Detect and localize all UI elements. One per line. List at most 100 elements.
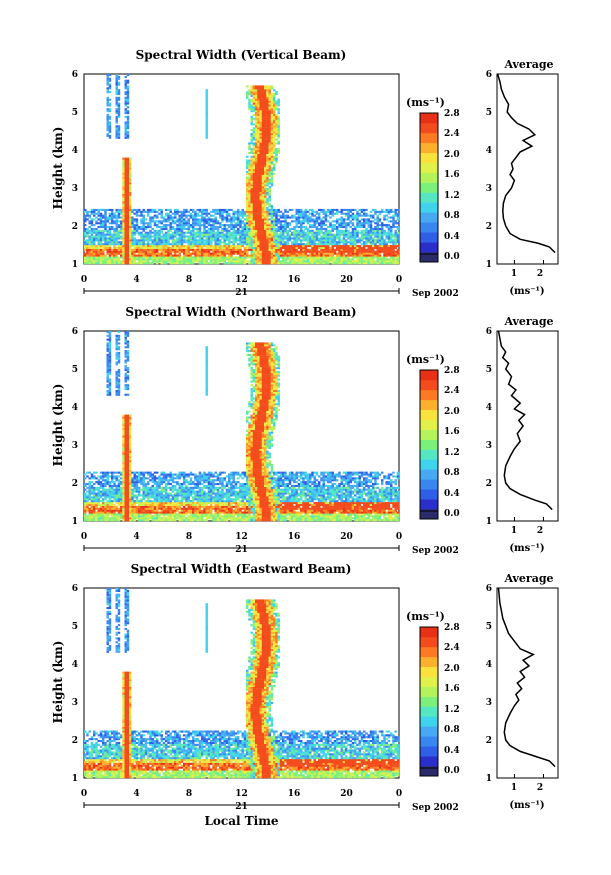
- heatmap-cell: [108, 367, 112, 370]
- heatmap-cell: [122, 216, 125, 219]
- heatmap-cell: [117, 77, 121, 80]
- heatmap-plot-area: [83, 73, 400, 265]
- heatmap-cell: [90, 258, 94, 261]
- heatmap-cell: [180, 229, 184, 232]
- heatmap-cell: [228, 229, 231, 232]
- heatmap-cell: [212, 208, 215, 211]
- heatmap-cell: [205, 117, 208, 120]
- heatmap-cell: [329, 241, 332, 244]
- heatmap-cell: [273, 94, 276, 97]
- heatmap-cell: [210, 229, 213, 232]
- heatmap-cell: [135, 220, 139, 223]
- heatmap-cell: [313, 235, 316, 238]
- heatmap-cell: [356, 245, 359, 248]
- heatmap-cell: [358, 239, 361, 242]
- heatmap-cell: [144, 252, 148, 255]
- heatmap-cell: [246, 243, 249, 246]
- heatmap-cell: [111, 479, 114, 482]
- heatmap-cell: [318, 208, 321, 211]
- heatmap-cell: [201, 216, 204, 219]
- x-tick-label: 0: [81, 275, 87, 285]
- heatmap-cell: [255, 123, 258, 126]
- heatmap-cell: [108, 108, 112, 111]
- heatmap-cell: [329, 256, 332, 259]
- heatmap-cell: [387, 233, 391, 236]
- heatmap-cell: [270, 178, 274, 181]
- heatmap-cell: [250, 188, 253, 191]
- heatmap-cell: [257, 224, 260, 227]
- heatmap-cell: [126, 165, 130, 168]
- heatmap-cell: [313, 237, 316, 240]
- heatmap-cell: [93, 246, 96, 249]
- heatmap-cell: [108, 380, 112, 383]
- heatmap-cell: [270, 248, 274, 251]
- heatmap-cell: [115, 132, 118, 135]
- heatmap-cell: [149, 218, 152, 221]
- heatmap-cell: [165, 250, 168, 253]
- heatmap-cell: [381, 245, 384, 248]
- y-axis-ticks: 1 2 3 4 5 6: [72, 70, 78, 270]
- heatmap-cell: [311, 245, 314, 248]
- heatmap-cell: [88, 254, 91, 257]
- heatmap-cell: [358, 220, 361, 223]
- heatmap-cell: [189, 258, 193, 261]
- heatmap-cell: [234, 210, 238, 213]
- heatmap-cell: [291, 208, 294, 211]
- heatmap-cell: [324, 224, 328, 227]
- heatmap-cell: [291, 243, 294, 246]
- heatmap-cell: [223, 226, 226, 229]
- heatmap-cell: [194, 231, 197, 234]
- heatmap-cell: [349, 233, 352, 236]
- heatmap-cell: [243, 248, 247, 251]
- heatmap-cell: [93, 490, 96, 493]
- heatmap-cell: [390, 248, 393, 251]
- heatmap-cell: [187, 220, 190, 223]
- heatmap-cell: [115, 208, 118, 211]
- heatmap-cell: [264, 212, 267, 215]
- heatmap-cell: [99, 216, 103, 219]
- heatmap-cell: [243, 227, 247, 230]
- heatmap-cell: [257, 159, 260, 162]
- heatmap-cell: [248, 189, 251, 192]
- heatmap-cell: [311, 210, 314, 213]
- heatmap-cell: [313, 224, 316, 227]
- heatmap-cell: [99, 500, 103, 503]
- colorbar-swatches: [419, 112, 439, 263]
- heatmap-cell: [111, 256, 114, 259]
- heatmap-cell: [275, 246, 278, 249]
- heatmap-cell: [270, 256, 274, 259]
- heatmap-cell: [261, 207, 265, 210]
- heatmap-cell: [311, 208, 314, 211]
- heatmap-cell: [115, 488, 118, 491]
- heatmap-cell: [198, 260, 202, 263]
- heatmap-cell: [117, 216, 121, 219]
- heatmap-cell: [304, 245, 307, 248]
- heatmap-cell: [318, 256, 321, 259]
- heatmap-cell: [198, 220, 202, 223]
- heatmap-cell: [248, 227, 251, 230]
- heatmap-cell: [189, 235, 193, 238]
- heatmap-cell: [153, 222, 157, 225]
- heatmap-cell: [108, 492, 112, 495]
- heatmap-cell: [360, 231, 364, 234]
- heatmap-cell: [259, 98, 262, 101]
- heatmap-cell: [264, 235, 267, 238]
- heatmap-cell: [311, 231, 314, 234]
- heatmap-cell: [237, 250, 240, 253]
- heatmap-cell: [255, 93, 258, 96]
- heatmap-cell: [252, 129, 256, 132]
- heatmap-cell: [360, 246, 364, 249]
- heatmap-cell: [126, 87, 130, 90]
- heatmap-cell: [115, 102, 118, 105]
- heatmap-cell: [124, 229, 127, 232]
- heatmap-cell: [97, 513, 100, 516]
- heatmap-cell: [102, 502, 105, 505]
- heatmap-cell: [205, 237, 208, 240]
- heatmap-cell: [147, 250, 150, 253]
- heatmap-cell: [133, 224, 136, 227]
- heatmap-cell: [255, 197, 258, 200]
- heatmap-cell: [207, 258, 211, 261]
- heatmap-cell: [369, 243, 373, 246]
- heatmap-cell: [140, 246, 143, 249]
- heatmap-cell: [351, 262, 355, 265]
